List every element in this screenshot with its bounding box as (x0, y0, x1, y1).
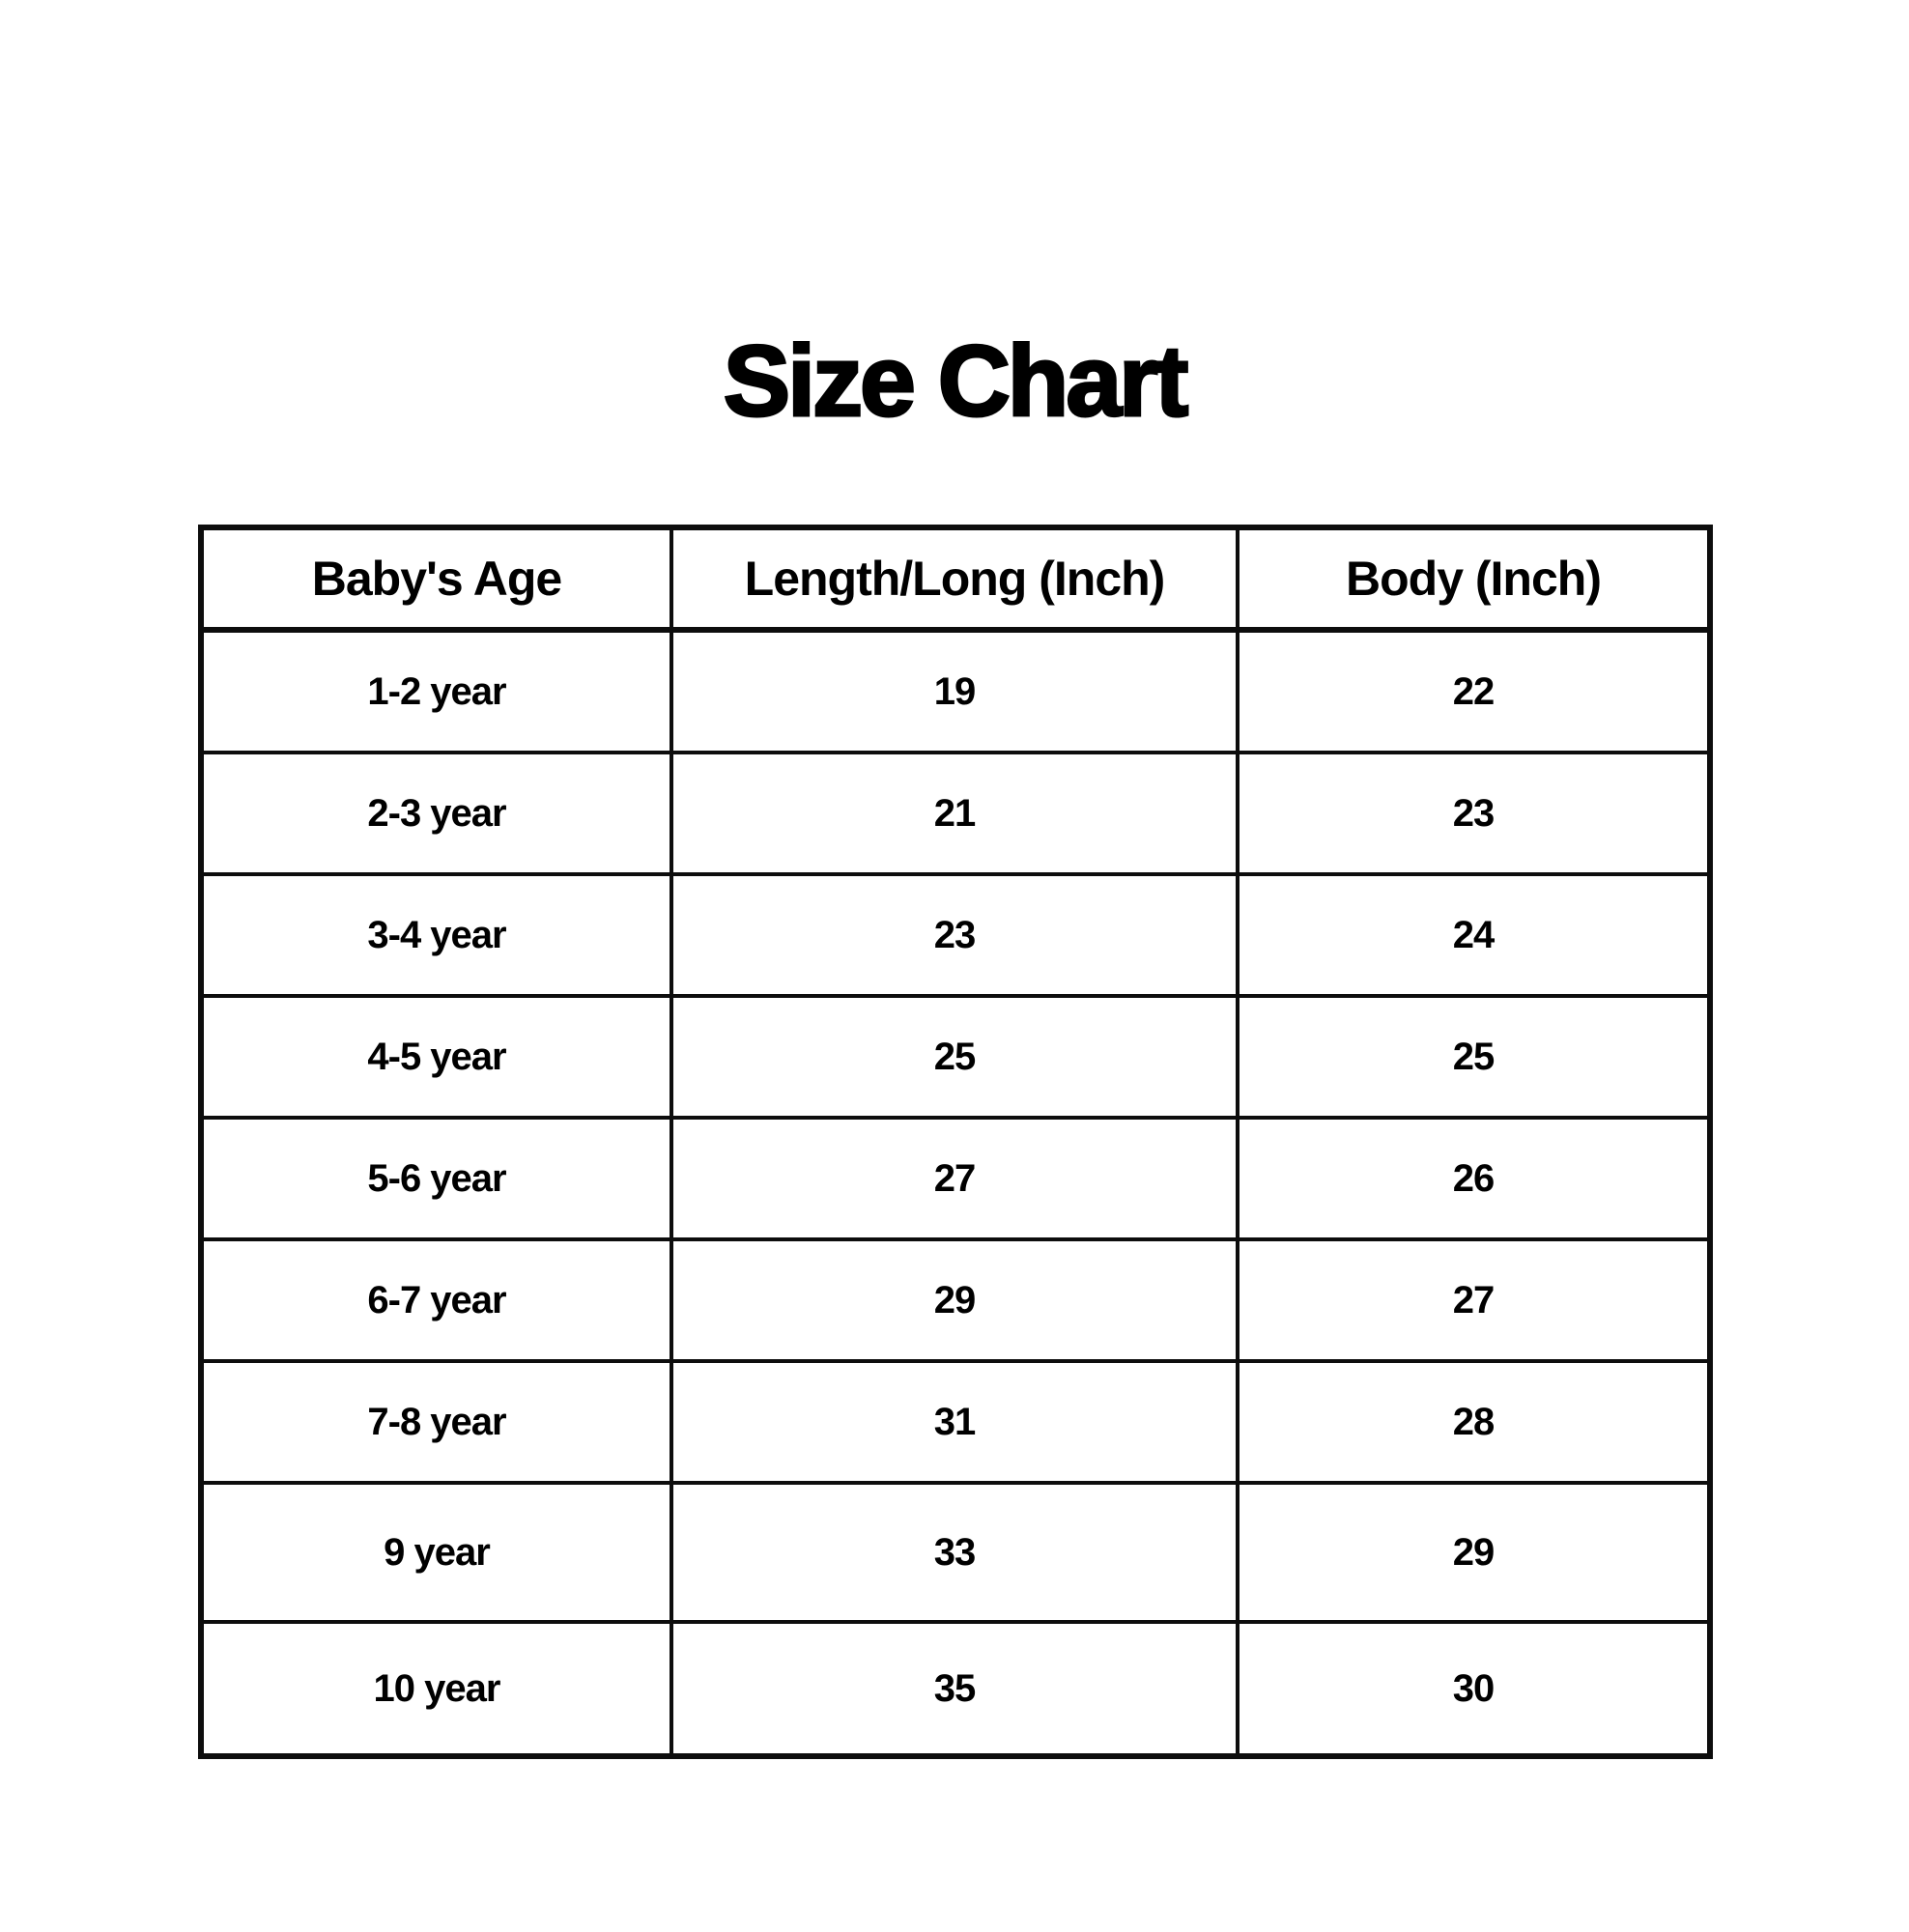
table-row: 5-6 year 27 26 (199, 1116, 1712, 1241)
header-cell-age: Baby's Age (199, 526, 673, 633)
cell-length: 23 (670, 872, 1239, 998)
cell-age: 5-6 year (199, 1116, 673, 1241)
table-row: 7-8 year 31 28 (199, 1359, 1712, 1485)
size-chart-table: Baby's Age Length/Long (Inch) Body (Inch… (198, 525, 1713, 1759)
table-row: 2-3 year 21 23 (199, 751, 1712, 876)
cell-age: 1-2 year (199, 628, 673, 754)
cell-age: 2-3 year (199, 751, 673, 876)
cell-age: 7-8 year (199, 1359, 673, 1485)
table-row: 4-5 year 25 25 (199, 994, 1712, 1120)
table-row: 6-7 year 29 27 (199, 1237, 1712, 1363)
cell-body: 25 (1236, 994, 1712, 1120)
table-row: 1-2 year 19 22 (199, 628, 1712, 754)
cell-length: 21 (670, 751, 1239, 876)
table-row: 10 year 35 30 (199, 1620, 1712, 1758)
table-row: 3-4 year 23 24 (199, 872, 1712, 998)
cell-age: 10 year (199, 1620, 673, 1758)
header-cell-body: Body (Inch) (1236, 526, 1712, 633)
cell-age: 4-5 year (199, 994, 673, 1120)
cell-body: 28 (1236, 1359, 1712, 1485)
cell-length: 25 (670, 994, 1239, 1120)
cell-length: 27 (670, 1116, 1239, 1241)
cell-body: 23 (1236, 751, 1712, 876)
cell-body: 30 (1236, 1620, 1712, 1758)
cell-body: 24 (1236, 872, 1712, 998)
cell-body: 29 (1236, 1481, 1712, 1624)
cell-body: 27 (1236, 1237, 1712, 1363)
table-row: 9 year 33 29 (199, 1481, 1712, 1624)
cell-age: 3-4 year (199, 872, 673, 998)
cell-age: 6-7 year (199, 1237, 673, 1363)
header-cell-length: Length/Long (Inch) (670, 526, 1239, 633)
cell-length: 29 (670, 1237, 1239, 1363)
cell-length: 35 (670, 1620, 1239, 1758)
page-title: Size Chart (722, 325, 1190, 439)
cell-length: 19 (670, 628, 1239, 754)
cell-body: 22 (1236, 628, 1712, 754)
cell-age: 9 year (199, 1481, 673, 1624)
cell-body: 26 (1236, 1116, 1712, 1241)
cell-length: 31 (670, 1359, 1239, 1485)
cell-length: 33 (670, 1481, 1239, 1624)
table-header-row: Baby's Age Length/Long (Inch) Body (Inch… (199, 526, 1712, 633)
